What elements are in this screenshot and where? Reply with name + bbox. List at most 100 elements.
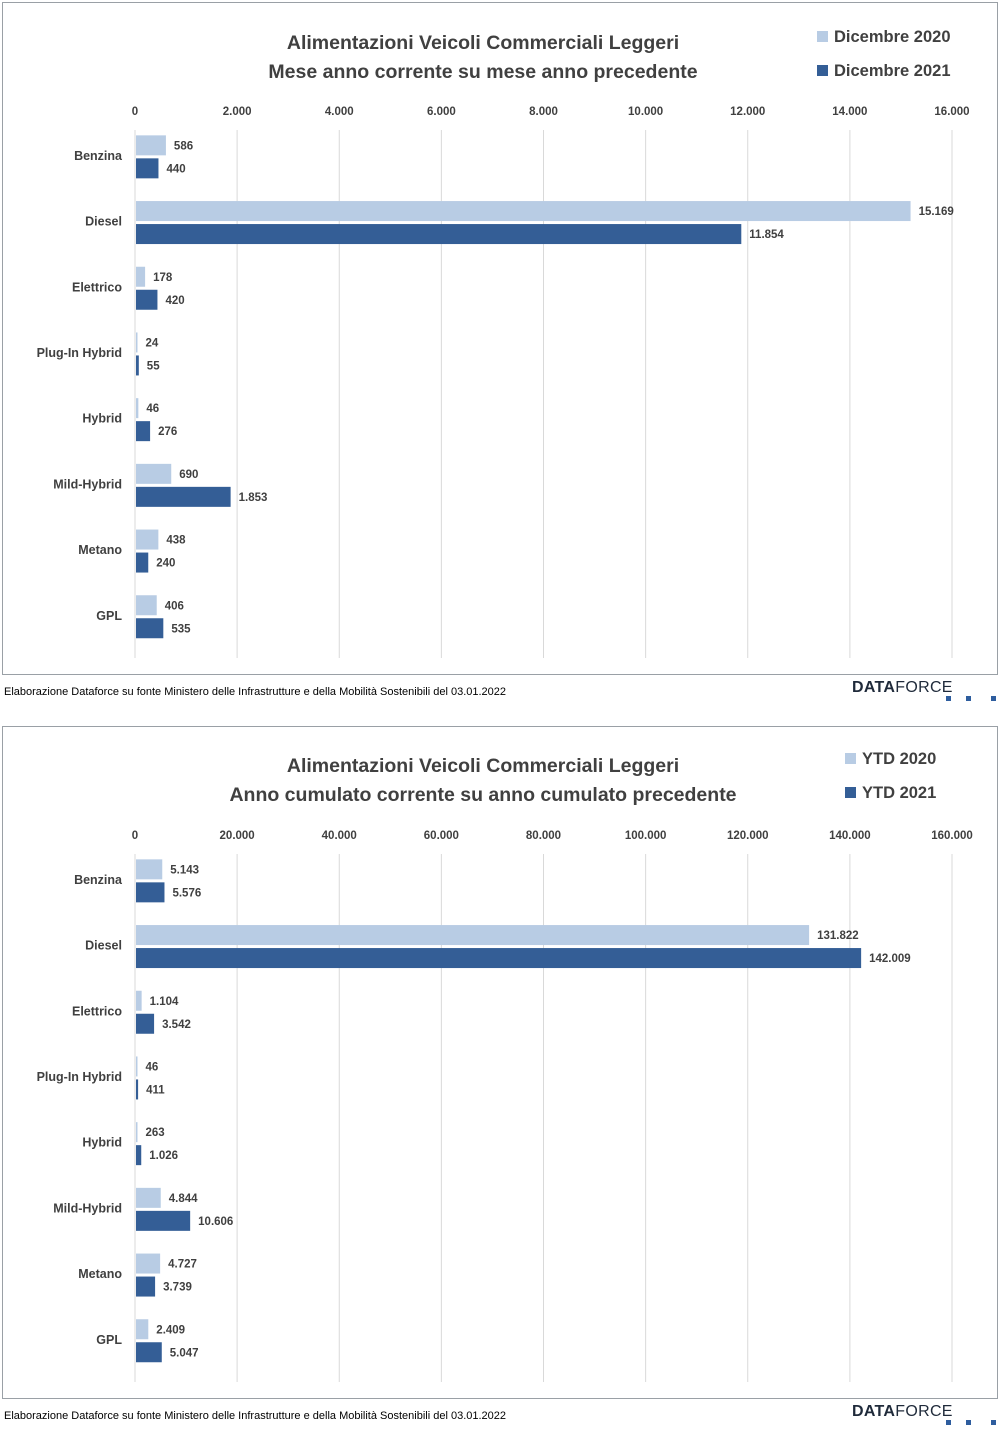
category-label: Diesel — [85, 939, 122, 953]
chart-panel-ytd: Alimentazioni Veicoli Commerciali Legger… — [2, 726, 998, 1399]
bar-series-1 — [136, 463, 172, 484]
data-label: 263 — [146, 1127, 165, 1139]
data-label: 276 — [158, 426, 177, 438]
category-label: Benzina — [74, 873, 123, 887]
bar-series-1 — [136, 925, 810, 946]
logo-dots-icon — [946, 696, 1001, 704]
legend-label: YTD 2021 — [862, 784, 937, 802]
category-label: Metano — [78, 1267, 122, 1281]
category-label: Hybrid — [82, 1136, 122, 1150]
bar-series-2 — [136, 1210, 191, 1231]
bar-series-1 — [136, 990, 142, 1011]
bar-series-1 — [136, 1187, 161, 1208]
x-tick-label: 2.000 — [223, 106, 252, 118]
chart-title-line-1: Alimentazioni Veicoli Commerciali Legger… — [286, 755, 680, 777]
category-label: Hybrid — [82, 412, 122, 426]
x-tick-label: 20.000 — [220, 830, 255, 842]
bar-series-2 — [136, 486, 231, 507]
data-label: 3.739 — [163, 1282, 192, 1294]
data-label: 1.853 — [239, 492, 268, 504]
source-note: Elaborazione Dataforce su fonte Minister… — [4, 1410, 507, 1422]
x-tick-label: 8.000 — [529, 106, 558, 118]
data-label: 420 — [165, 295, 184, 307]
data-label: 2.409 — [156, 1324, 185, 1336]
bar-chart-ytd: 0 20.000 40.000 60.000 80.000 100.000 120.000 1… — [37, 830, 973, 1382]
data-label: 46 — [146, 403, 159, 415]
bar-series-2 — [136, 1276, 156, 1297]
data-label: 15.169 — [919, 206, 954, 218]
chart-title-line-2: Mese anno corrente su mese anno preceden… — [268, 61, 698, 83]
bar-series-2 — [136, 1079, 139, 1100]
bar-series-2 — [136, 421, 151, 442]
legend-swatch-dark — [817, 65, 828, 76]
legend-label: YTD 2020 — [862, 750, 937, 768]
data-label: 690 — [179, 469, 198, 481]
bar-series-2 — [136, 618, 164, 639]
bar-series-2 — [136, 224, 742, 245]
chart-title: Alimentazioni Veicoli Commerciali Legger… — [3, 752, 963, 810]
dataforce-logo: DATAFORCE — [852, 679, 953, 697]
data-label: 411 — [146, 1084, 165, 1096]
data-label: 1.104 — [150, 996, 179, 1008]
category-label: GPL — [96, 609, 122, 623]
x-tick-label: 6.000 — [427, 106, 456, 118]
data-label: 24 — [146, 337, 159, 349]
legend-swatch-light — [817, 31, 828, 42]
bar-series-2 — [136, 1013, 155, 1034]
data-label: 11.854 — [749, 229, 784, 241]
data-label: 4.844 — [169, 1193, 198, 1205]
data-label: 4.727 — [168, 1259, 197, 1271]
legend-label: Dicembre 2021 — [834, 62, 951, 80]
data-label: 46 — [146, 1061, 159, 1073]
bar-series-2 — [136, 158, 159, 179]
category-label: Elettrico — [72, 1004, 122, 1018]
category-label: Plug-In Hybrid — [37, 346, 122, 360]
data-label: 5.047 — [170, 1347, 199, 1359]
bar-series-1 — [136, 135, 166, 156]
x-tick-label: 4.000 — [325, 106, 354, 118]
logo-text-light: FORCE — [895, 1403, 953, 1420]
bar-series-1 — [136, 1253, 161, 1274]
logo-text-light: FORCE — [895, 679, 953, 696]
bar-series-2 — [136, 882, 165, 903]
bar-series-2 — [136, 1145, 142, 1166]
x-tick-label: 16.000 — [934, 106, 969, 118]
bar-series-1 — [136, 859, 163, 880]
x-tick-label: 0 — [132, 106, 138, 118]
chart-title: Alimentazioni Veicoli Commerciali Legger… — [3, 29, 963, 87]
legend-swatch-dark — [845, 787, 856, 798]
data-label: 586 — [174, 140, 193, 152]
bar-series-1 — [136, 1122, 138, 1143]
dataforce-logo: DATAFORCE — [852, 1403, 953, 1421]
data-label: 1.026 — [149, 1150, 178, 1162]
bar-series-1 — [136, 595, 157, 616]
bar-series-1 — [136, 529, 159, 550]
legend-label: Dicembre 2020 — [834, 28, 951, 46]
x-tick-label: 140.000 — [829, 830, 871, 842]
data-label: 406 — [165, 600, 184, 612]
data-label: 10.606 — [198, 1216, 233, 1228]
chart-title-line-2: Anno cumulato corrente su anno cumulato … — [229, 784, 737, 806]
category-label: Metano — [78, 543, 122, 557]
data-label: 55 — [147, 360, 160, 372]
logo-dots-icon — [946, 1420, 1001, 1428]
x-tick-label: 120.000 — [727, 830, 769, 842]
category-label: GPL — [96, 1333, 122, 1347]
logo-text-bold: DATA — [852, 679, 896, 696]
bar-series-1 — [136, 332, 138, 353]
category-label: Diesel — [85, 215, 122, 229]
x-tick-label: 14.000 — [832, 106, 867, 118]
bar-series-2 — [136, 552, 149, 573]
x-tick-label: 80.000 — [526, 830, 561, 842]
category-label: Mild-Hybrid — [53, 477, 122, 491]
data-label: 142.009 — [869, 953, 911, 965]
data-label: 240 — [156, 558, 175, 570]
category-label: Benzina — [74, 149, 123, 163]
bar-series-2 — [136, 948, 862, 969]
category-label: Plug-In Hybrid — [37, 1070, 122, 1084]
x-tick-label: 100.000 — [625, 830, 667, 842]
x-tick-label: 0 — [132, 830, 138, 842]
chart-legend: Dicembre 2020 Dicembre 2021 — [817, 27, 951, 95]
bar-series-1 — [136, 266, 146, 287]
source-note: Elaborazione Dataforce su fonte Minister… — [4, 686, 507, 698]
